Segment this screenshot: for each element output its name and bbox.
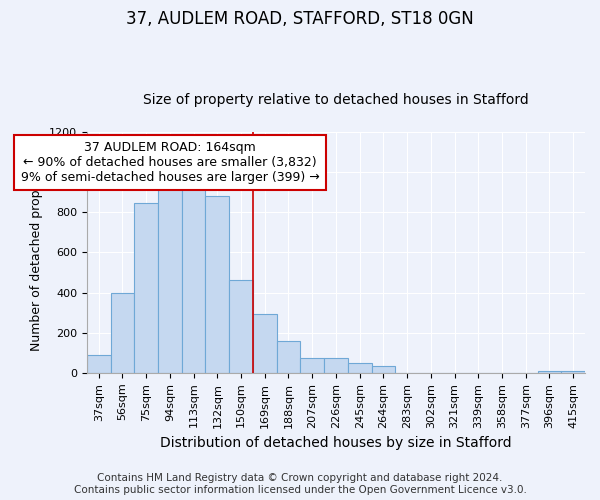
Bar xyxy=(229,280,253,373)
Bar xyxy=(110,293,134,373)
Text: 37, AUDLEM ROAD, STAFFORD, ST18 0GN: 37, AUDLEM ROAD, STAFFORD, ST18 0GN xyxy=(126,10,474,28)
Bar xyxy=(205,196,229,373)
Bar xyxy=(134,202,158,373)
Bar xyxy=(348,363,371,373)
Bar xyxy=(301,358,324,373)
Bar xyxy=(324,358,348,373)
Y-axis label: Number of detached properties: Number of detached properties xyxy=(31,154,43,351)
Bar xyxy=(371,366,395,373)
Text: Contains HM Land Registry data © Crown copyright and database right 2024.
Contai: Contains HM Land Registry data © Crown c… xyxy=(74,474,526,495)
Bar xyxy=(182,178,205,373)
Bar xyxy=(87,355,110,373)
X-axis label: Distribution of detached houses by size in Stafford: Distribution of detached houses by size … xyxy=(160,436,512,450)
Bar xyxy=(158,178,182,373)
Bar xyxy=(561,371,585,373)
Bar xyxy=(253,314,277,373)
Title: Size of property relative to detached houses in Stafford: Size of property relative to detached ho… xyxy=(143,93,529,107)
Bar xyxy=(277,341,301,373)
Text: 37 AUDLEM ROAD: 164sqm
← 90% of detached houses are smaller (3,832)
9% of semi-d: 37 AUDLEM ROAD: 164sqm ← 90% of detached… xyxy=(20,141,319,184)
Bar xyxy=(538,371,561,373)
